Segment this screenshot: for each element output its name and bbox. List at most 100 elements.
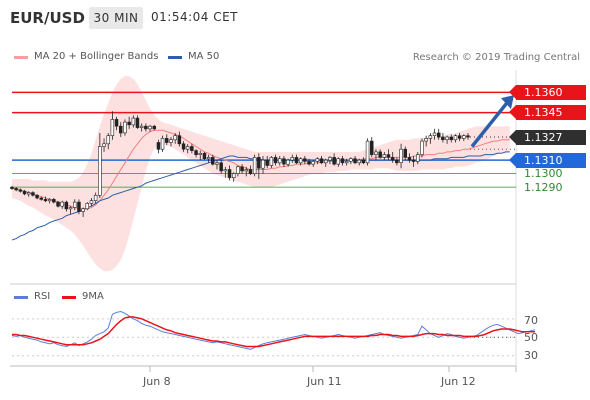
- level-tag-dark: 1.1327: [509, 129, 586, 145]
- candle-body: [106, 135, 111, 145]
- candle-body: [365, 140, 370, 164]
- ma9-legend-label: 9MA: [82, 291, 104, 302]
- top-bar: EUR/USD 30 MIN 01:54:04 CET: [0, 0, 590, 36]
- candle-body: [349, 158, 353, 162]
- candle-body: [332, 157, 336, 165]
- candle-body: [277, 158, 282, 164]
- rsi-tick-label: 30: [524, 349, 538, 362]
- candle-body: [43, 199, 48, 202]
- candle-body: [411, 159, 416, 162]
- level-tag-green: 1.1290: [524, 180, 563, 194]
- candle-body: [181, 143, 186, 150]
- candle-body: [169, 139, 173, 143]
- candle-body: [323, 159, 328, 164]
- candle-body: [215, 162, 219, 165]
- level-tag-blue: 1.1310: [509, 152, 586, 168]
- candle-body: [98, 146, 102, 196]
- candle-body: [144, 125, 148, 130]
- candle-body: [211, 157, 215, 165]
- ma50-legend-swatch: [168, 56, 182, 59]
- candle-body: [265, 159, 269, 166]
- candle-body: [361, 159, 366, 164]
- candle-body: [399, 148, 403, 163]
- candle-body: [269, 157, 274, 166]
- forecast-arrow-line: [470, 98, 512, 148]
- candle-body: [85, 203, 90, 210]
- candle-body: [77, 201, 81, 212]
- candle-body: [190, 146, 194, 151]
- candle-body: [10, 186, 14, 189]
- candle-body: [307, 161, 311, 165]
- timeframe-button[interactable]: 30 MIN: [89, 7, 143, 29]
- candle-body: [261, 159, 265, 169]
- candle-body: [336, 158, 340, 165]
- candle-body: [407, 157, 412, 161]
- candle-body: [219, 162, 223, 172]
- candle-body: [119, 125, 123, 134]
- candle-body: [110, 119, 115, 137]
- candle-body: [244, 169, 249, 172]
- candle-body: [248, 169, 253, 174]
- candle-body: [441, 136, 445, 141]
- candle-body: [64, 201, 69, 210]
- candle-body: [462, 135, 466, 139]
- rsi-line: [11, 310, 536, 350]
- candle-body: [223, 169, 228, 172]
- rsi-ma-line: [12, 316, 535, 348]
- candle-body: [369, 140, 374, 155]
- candle-body: [457, 135, 462, 139]
- candle-body: [466, 135, 470, 138]
- candle-body: [374, 151, 378, 155]
- candle-body: [123, 121, 127, 134]
- candle-body: [449, 136, 453, 141]
- candle-body: [148, 125, 152, 130]
- candle-body: [152, 125, 157, 130]
- candle-body: [232, 173, 236, 179]
- candle-body: [81, 208, 85, 212]
- candle-body: [89, 200, 94, 204]
- candle-body: [206, 157, 211, 160]
- candle-body: [415, 154, 420, 162]
- candle-body: [127, 121, 131, 126]
- candle-body: [22, 190, 27, 195]
- candle-body: [290, 157, 294, 161]
- ma50-line: [11, 151, 510, 241]
- candle-body: [131, 117, 136, 126]
- candle-body: [185, 146, 190, 150]
- candle-body: [60, 201, 64, 207]
- x-tick-label: Jun 11: [307, 375, 342, 388]
- candle-body: [382, 154, 387, 158]
- credit-text: Research © 2019 Trading Central: [412, 52, 580, 63]
- symbol-label: EUR/USD: [10, 9, 85, 27]
- candle-body: [177, 135, 182, 145]
- candle-body: [273, 157, 278, 164]
- candle-body: [31, 192, 35, 196]
- ma20-line: [12, 129, 510, 210]
- candle-body: [378, 151, 382, 158]
- candle-body: [102, 143, 106, 147]
- x-tick-label: Jun 8: [143, 375, 171, 388]
- candle-body: [353, 158, 357, 164]
- candle-body: [328, 157, 332, 161]
- candle-body: [315, 158, 320, 162]
- candle-body: [139, 125, 144, 128]
- bollinger-legend-label: MA 20 + Bollinger Bands: [34, 51, 159, 62]
- candle-body: [436, 132, 441, 138]
- candle-body: [68, 207, 73, 210]
- candle-body: [311, 161, 315, 165]
- candle-body: [432, 132, 437, 137]
- candle-body: [47, 199, 52, 202]
- rsi-tick-label: 70: [524, 314, 538, 327]
- candle-body: [240, 166, 244, 172]
- rsi-legend-swatch: [14, 296, 28, 299]
- candle-body: [18, 189, 23, 192]
- candle-body: [135, 117, 140, 128]
- candle-body: [202, 153, 207, 160]
- candle-body: [194, 150, 198, 156]
- candle-body: [73, 201, 77, 208]
- candle-body: [395, 159, 399, 164]
- candle-body: [344, 161, 349, 164]
- ma9-legend-swatch: [62, 296, 76, 299]
- level-tag-green: 1.1300: [524, 167, 563, 181]
- candle-body: [173, 135, 177, 141]
